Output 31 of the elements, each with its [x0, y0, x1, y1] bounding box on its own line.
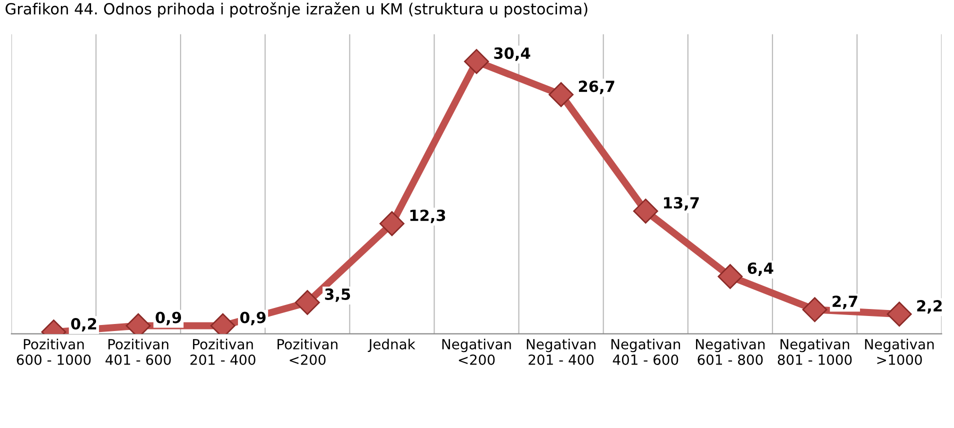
x-tick-label: Pozitivan 401 - 600 [106, 338, 171, 366]
x-tick-label: Negativan 401 - 600 [611, 338, 680, 366]
x-tick-label: Negativan >1000 [865, 338, 934, 366]
x-tick-label: Pozitivan 201 - 400 [190, 338, 256, 366]
chart-title: Grafikon 44. Odnos prihoda i potrošnje izražen u KM (struktura u postocima) [6, 2, 588, 18]
data-label: 0,9 [156, 312, 182, 326]
data-label: 12,3 [410, 210, 446, 224]
x-tick-label: Pozitivan 600 - 1000 [16, 338, 91, 366]
x-tick-label: Pozitivan <200 [278, 338, 338, 366]
point [294, 290, 320, 315]
data-label: 0,2 [71, 318, 96, 332]
x-tick-label: Negativan <200 [442, 338, 511, 366]
x-tick-label: Negativan 201 - 400 [526, 338, 596, 366]
point [464, 48, 490, 74]
point [886, 302, 912, 327]
data-label: 30,4 [494, 47, 530, 61]
point [379, 211, 404, 236]
x-tick-label: Negativan 801 - 1000 [778, 338, 852, 366]
data-label: 6,4 [748, 262, 774, 276]
point [548, 82, 574, 108]
x-tick-label: Jednak [368, 338, 416, 352]
point [802, 297, 828, 322]
data-label: 0,9 [240, 312, 266, 326]
data-label: 2,7 [832, 296, 858, 310]
data-label: 2,2 [917, 300, 942, 314]
data-label: 26,7 [578, 80, 614, 94]
point [633, 198, 658, 224]
x-tick-label: Negativan 601 - 800 [696, 338, 765, 366]
data-label: 13,7 [664, 197, 699, 211]
point [718, 264, 743, 289]
data-label: 3,5 [325, 288, 350, 302]
